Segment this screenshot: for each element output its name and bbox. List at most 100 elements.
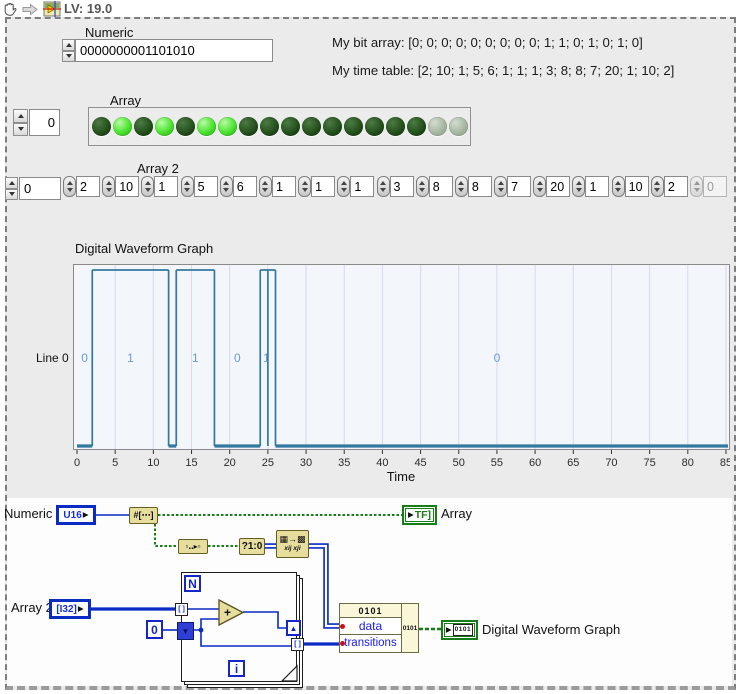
element-value[interactable]: 10 xyxy=(625,176,649,197)
axis-tick-label: 65 xyxy=(567,457,579,469)
i32-array-control-terminal[interactable]: [I32] ▶ xyxy=(49,599,91,619)
element-value[interactable]: 7 xyxy=(507,176,531,197)
boolean-to-01-node[interactable]: ?1:0 xyxy=(239,538,265,555)
digital-waveform-graph[interactable]: 0110100510152025303540455055606570758085… xyxy=(73,264,730,484)
pan-hand-icon[interactable] xyxy=(2,1,18,17)
axis-tick-label: 45 xyxy=(414,457,426,469)
element-value[interactable]: 2 xyxy=(76,176,100,197)
numeric-input[interactable]: 0000000001101010 xyxy=(75,39,273,62)
tf-indicator-terminal[interactable]: ▶ TF] xyxy=(402,505,437,525)
array2-element-disabled: 0 xyxy=(690,176,727,197)
axis-tick-label: 10 xyxy=(147,457,159,469)
element-value[interactable]: 2 xyxy=(664,176,688,197)
element-value[interactable]: 1 xyxy=(350,176,374,197)
element-spinner xyxy=(690,176,703,197)
axis-tick-label: 75 xyxy=(644,457,656,469)
axis-tick-label: 5 xyxy=(112,457,118,469)
element-spinner[interactable] xyxy=(102,176,115,197)
increment-button[interactable] xyxy=(5,177,18,189)
build-digital-transitions-input[interactable]: transitions xyxy=(339,634,402,653)
constant-zero[interactable]: 0 xyxy=(146,620,163,639)
element-spinner[interactable] xyxy=(63,176,76,197)
segment-value-label: 1 xyxy=(127,351,134,365)
element-spinner[interactable] xyxy=(533,176,546,197)
tf-datatype: TF] xyxy=(415,509,431,521)
numeric-spinner[interactable] xyxy=(62,39,75,62)
array2-element: 6 xyxy=(220,176,257,197)
decrement-button[interactable] xyxy=(13,123,28,137)
axis-tick-label: 80 xyxy=(682,457,694,469)
array2-element: 20 xyxy=(533,176,570,197)
element-spinner[interactable] xyxy=(298,176,311,197)
element-value[interactable]: 5 xyxy=(194,176,218,197)
element-value[interactable]: 10 xyxy=(115,176,139,197)
transpose-2d-array-node[interactable]: ▦→▩ xij xji xyxy=(276,530,309,558)
element-spinner[interactable] xyxy=(337,176,350,197)
led-off xyxy=(365,117,384,136)
auto-index-tunnel-out[interactable]: [ ] xyxy=(291,638,304,651)
element-value[interactable]: 3 xyxy=(390,176,414,197)
element-value[interactable]: 1 xyxy=(154,176,178,197)
bit-array-text: My bit array: [0; 0; 0; 0; 0; 0; 0; 0; 0… xyxy=(332,35,643,50)
element-spinner[interactable] xyxy=(612,176,625,197)
build-digital-data-icon[interactable]: 0101 xyxy=(339,603,402,618)
element-spinner[interactable] xyxy=(455,176,468,197)
led-off xyxy=(176,117,195,136)
reverse-1d-array-node[interactable]: ▫‥▸▫ xyxy=(178,539,208,554)
input-dot xyxy=(340,624,345,629)
led-off xyxy=(323,117,342,136)
array2-label: Array 2 xyxy=(137,161,179,176)
element-spinner[interactable] xyxy=(651,176,664,197)
element-spinner[interactable] xyxy=(259,176,272,197)
element-value[interactable]: 6 xyxy=(233,176,257,197)
element-spinner[interactable] xyxy=(416,176,429,197)
axis-tick-label: 50 xyxy=(453,457,465,469)
labview-window: LV: 19.0 Numeric 0000000001101010 My bit… xyxy=(0,0,739,694)
digital-waveform-graph-terminal[interactable]: ▶ 0101 xyxy=(441,620,478,640)
element-spinner[interactable] xyxy=(141,176,154,197)
number-to-boolean-array-node[interactable]: #[⋯] xyxy=(129,507,158,524)
increment-button[interactable] xyxy=(62,39,75,51)
array2-index-input[interactable]: 0 xyxy=(19,177,61,200)
element-value[interactable]: 8 xyxy=(429,176,453,197)
axis-tick-label: 0 xyxy=(74,457,80,469)
auto-index-tunnel-in[interactable]: [ ] xyxy=(175,603,188,616)
vi-icon[interactable] xyxy=(43,1,61,17)
shift-register-left[interactable]: ▼ xyxy=(177,622,194,640)
element-spinner[interactable] xyxy=(220,176,233,197)
run-arrow-icon[interactable] xyxy=(22,3,38,16)
array2-index-buttons[interactable] xyxy=(5,177,18,200)
led-on xyxy=(218,117,237,136)
block-diagram-background xyxy=(7,498,732,686)
element-value[interactable]: 20 xyxy=(546,176,570,197)
i32-datatype: [I32] xyxy=(56,604,77,615)
array-index-buttons[interactable] xyxy=(13,109,28,136)
element-spinner[interactable] xyxy=(377,176,390,197)
element-spinner[interactable] xyxy=(181,176,194,197)
array-label: Array xyxy=(110,93,141,108)
element-value[interactable]: 1 xyxy=(272,176,296,197)
bd-numeric-label: Numeric xyxy=(4,506,52,521)
toolbar: LV: 19.0 xyxy=(0,0,739,18)
led-off xyxy=(134,117,153,136)
loop-count-terminal[interactable]: N xyxy=(184,575,201,592)
element-value[interactable]: 1 xyxy=(585,176,609,197)
element-spinner[interactable] xyxy=(572,176,585,197)
loop-iteration-terminal[interactable]: i xyxy=(228,660,245,677)
decrement-button[interactable] xyxy=(5,189,18,201)
segment-value-label: 0 xyxy=(234,351,241,365)
led-disabled xyxy=(449,117,468,136)
terminal-arrow-icon: ▶ xyxy=(83,511,89,519)
array-index-input[interactable]: 0 xyxy=(29,109,60,136)
build-digital-data-input[interactable]: data xyxy=(339,617,402,635)
segment-value-label: 0 xyxy=(494,351,501,365)
element-spinner[interactable] xyxy=(494,176,507,197)
u16-control-terminal[interactable]: U16 ▶ xyxy=(56,505,96,525)
increment-button[interactable] xyxy=(13,109,28,123)
shift-register-right[interactable]: ▲ xyxy=(286,620,301,636)
element-value[interactable]: 8 xyxy=(468,176,492,197)
array2-element: 3 xyxy=(377,176,414,197)
decrement-button[interactable] xyxy=(62,51,75,63)
segment-value-label: 0 xyxy=(81,351,88,365)
element-value[interactable]: 1 xyxy=(311,176,335,197)
